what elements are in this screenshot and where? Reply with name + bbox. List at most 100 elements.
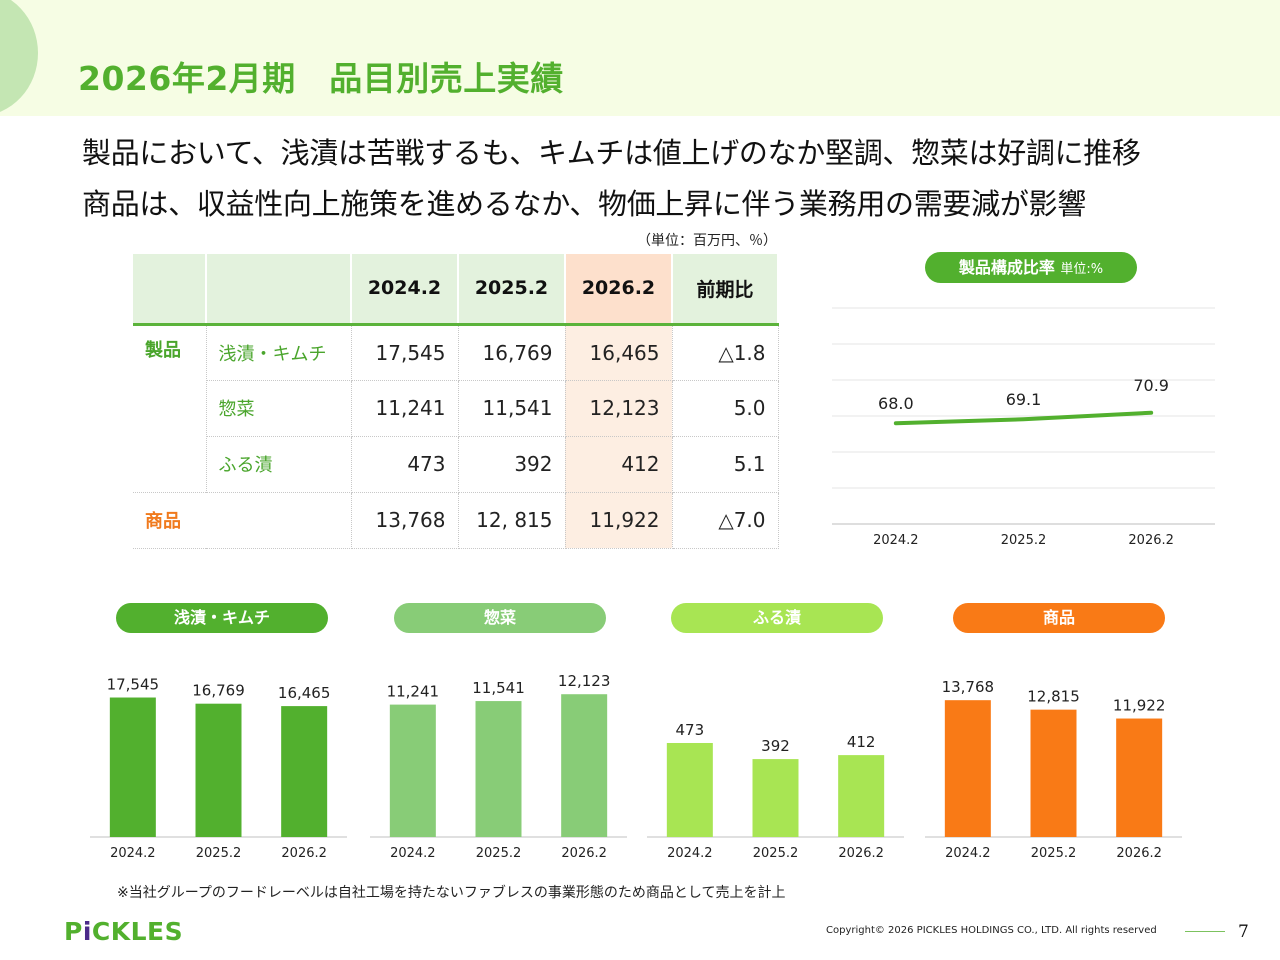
x-tick-label: 2024.2 — [110, 846, 156, 861]
bar-value-label: 13,768 — [942, 678, 995, 696]
bar — [281, 706, 328, 837]
ratio-chart-unit: 単位:% — [1060, 262, 1104, 277]
chart-title-pill-goods: 商品 — [953, 603, 1165, 633]
lead-text-goods: 商品は、収益性向上施策を進めるなか、物価上昇に伴う業務用の需要減が影響 — [82, 187, 1086, 221]
row-label: 惣菜 — [206, 380, 352, 437]
cell-yoy: 5.1 — [672, 436, 779, 493]
header-cell-2024: 2024.2 — [351, 254, 459, 326]
cell-2025: 11,541 — [458, 380, 566, 437]
page-title: 2026年2月期 品目別売上実績 — [78, 59, 564, 98]
bar-value-label: 12,815 — [1027, 688, 1080, 706]
table-unit-note: （単位：百万円、％） — [637, 233, 777, 249]
bar-chart-furuzuke: 473 2024.2 392 2025.2 412 2026.2 — [647, 721, 904, 861]
header-cell-empty — [133, 254, 207, 326]
cell-2025: 12, 815 — [458, 492, 566, 549]
x-tick-label: 2026.2 — [281, 846, 327, 861]
cell-yoy: △7.0 — [672, 492, 779, 549]
header-band — [0, 0, 1280, 116]
bar — [838, 755, 885, 837]
x-tick-label: 2024.2 — [873, 533, 919, 548]
cell-2024: 13,768 — [351, 491, 459, 549]
chart-title-pill-furuzuke: ふる漬 — [671, 603, 883, 633]
x-tick-label: 2025.2 — [196, 846, 242, 861]
bar — [475, 701, 522, 837]
sales-table: 2024.2 2025.2 2026.2 前期比 製品 浅漬・キムチ 17,54… — [133, 254, 779, 549]
x-tick-label: 2024.2 — [390, 846, 436, 861]
bar-value-label: 16,465 — [278, 684, 331, 702]
bar — [1116, 718, 1163, 837]
x-tick-label: 2024.2 — [945, 846, 991, 861]
bar-chart-goods: 13,768 2024.2 12,815 2025.2 11,922 2026.2 — [925, 678, 1182, 861]
page-number: 7 — [1238, 922, 1249, 942]
ratio-line-chart: 68.0 2024.2 69.1 2025.2 70.9 2026.2 — [832, 307, 1215, 548]
table-row: 製品 浅漬・キムチ 17,545 16,769 16,465 △1.8 — [133, 324, 779, 492]
ratio-chart-title: 製品構成比率 単位:% — [925, 252, 1137, 283]
cell-2024: 17,545 — [351, 324, 459, 381]
ratio-line — [893, 410, 1154, 426]
footer-divider — [1185, 931, 1225, 932]
x-tick-label: 2026.2 — [838, 846, 884, 861]
cell-2026: 412 — [565, 436, 673, 493]
data-label: 69.1 — [1006, 390, 1042, 409]
bar-value-label: 392 — [761, 737, 790, 755]
bar-value-label: 412 — [847, 733, 876, 751]
header-cell-2026: 2026.2 — [565, 254, 673, 326]
cell-2026: 16,465 — [565, 324, 673, 381]
eggplant-icon: i — [82, 917, 92, 946]
bar — [752, 759, 799, 837]
chart-title-pill-sozai: 惣菜 — [394, 603, 606, 633]
bar — [666, 742, 713, 837]
cell-2026: 11,922 — [565, 492, 673, 549]
x-tick-label: 2025.2 — [1001, 533, 1047, 548]
bar-value-label: 16,769 — [192, 682, 245, 700]
table-row: ふる漬 473 392 412 5.1 — [133, 436, 779, 493]
decorative-circle — [0, 0, 38, 116]
footnote: ※当社グループのフードレーベルは自社工場を持たないファブレスの事業形態のため商品… — [117, 885, 786, 901]
ratio-chart-title-text: 製品構成比率 — [958, 258, 1055, 277]
section-label-products: 製品 — [133, 324, 207, 492]
table-header-row: 2024.2 2025.2 2026.2 前期比 — [133, 254, 779, 326]
pickles-logo: PiCKLES — [64, 917, 183, 946]
row-label: ふる漬 — [206, 436, 352, 493]
bar-chart-sozai: 11,241 2024.2 11,541 2025.2 12,123 2026.2 — [370, 672, 627, 861]
header-cell-empty — [206, 254, 352, 326]
bar — [389, 704, 436, 837]
lead-text-products: 製品において、浅漬は苦戦するも、キムチは値上げのなか堅調、惣菜は好調に推移 — [82, 136, 1141, 170]
bar-value-label: 12,123 — [558, 672, 611, 690]
x-tick-label: 2025.2 — [753, 846, 799, 861]
bar — [944, 700, 991, 837]
bar-value-label: 473 — [676, 721, 705, 739]
data-label: 68.0 — [878, 394, 914, 413]
cell-2024: 11,241 — [351, 380, 459, 437]
bar — [561, 694, 608, 837]
x-tick-label: 2025.2 — [476, 846, 522, 861]
header-cell-2025: 2025.2 — [458, 254, 566, 326]
cell-2026: 12,123 — [565, 380, 673, 437]
cell-yoy: 5.0 — [672, 380, 779, 437]
x-tick-label: 2024.2 — [667, 846, 713, 861]
table-row: 惣菜 11,241 11,541 12,123 5.0 — [133, 380, 779, 437]
bar — [195, 703, 242, 837]
section-label-goods: 商品 — [133, 491, 352, 549]
copyright: Copyright© 2026 PICKLES HOLDINGS CO., LT… — [826, 925, 1157, 936]
bar-value-label: 11,241 — [387, 683, 440, 701]
data-label: 70.9 — [1133, 376, 1169, 395]
bar-value-label: 17,545 — [107, 676, 160, 694]
x-tick-label: 2026.2 — [1128, 533, 1174, 548]
bar-value-label: 11,541 — [472, 679, 525, 697]
x-tick-label: 2026.2 — [1116, 846, 1162, 861]
cell-2025: 16,769 — [458, 324, 566, 381]
logo-text-ckles: CKLES — [91, 917, 184, 946]
table-row-goods: 商品 13,768 12, 815 11,922 △7.0 — [133, 491, 779, 549]
bar-chart-asazuke: 17,545 2024.2 16,769 2025.2 16,465 2026.2 — [90, 676, 347, 861]
cell-yoy: △1.8 — [672, 324, 779, 381]
logo-text-p: P — [64, 917, 83, 946]
cell-2024: 473 — [351, 436, 459, 493]
bar — [109, 697, 156, 837]
cell-2025: 392 — [458, 436, 566, 493]
x-tick-label: 2025.2 — [1031, 846, 1077, 861]
x-tick-label: 2026.2 — [561, 846, 607, 861]
bar — [1030, 709, 1077, 837]
header-cell-yoy: 前期比 — [672, 254, 779, 326]
row-label: 浅漬・キムチ — [206, 324, 352, 381]
